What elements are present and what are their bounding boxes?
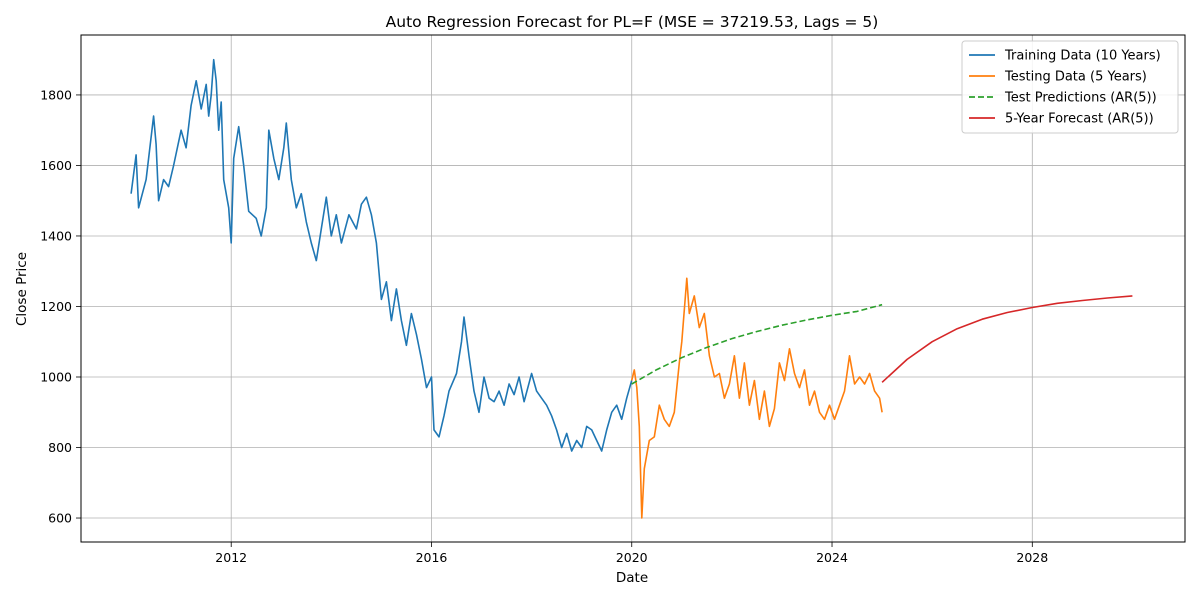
- legend-label-0: Training Data (10 Years): [1004, 49, 1161, 64]
- x-tick-label: 2020: [616, 550, 648, 565]
- legend: Training Data (10 Years) Testing Data (5 …: [961, 40, 1179, 134]
- y-tick-label: 1800: [40, 87, 72, 102]
- legend-box: [961, 40, 1179, 134]
- grid-lines: [81, 35, 1185, 542]
- y-tick-label: 1400: [40, 228, 72, 243]
- x-tick-label: 2028: [1016, 550, 1048, 565]
- series-line-2: [631, 303, 883, 385]
- x-tick-label: 2024: [816, 550, 848, 565]
- y-tick-label: 1200: [40, 299, 72, 314]
- y-tick-label: 800: [48, 440, 72, 455]
- series-line-3: [881, 295, 1133, 383]
- plot-frame: [80, 34, 1186, 543]
- chart-title: Auto Regression Forecast for PL=F (MSE =…: [386, 13, 879, 31]
- legend-label-2: Test Predictions (AR(5)): [1004, 91, 1157, 106]
- legend-label-3: 5-Year Forecast (AR(5)): [1005, 112, 1154, 127]
- y-tick-label: 600: [48, 511, 72, 526]
- y-axis-label: Close Price: [14, 252, 30, 326]
- y-tick-label: 1600: [40, 158, 72, 173]
- series-line-0: [130, 58, 633, 452]
- x-axis-label: Date: [616, 570, 648, 586]
- y-tick-label: 1000: [40, 369, 72, 384]
- series-line-1: [630, 277, 883, 519]
- legend-label-1: Testing Data (5 Years): [1004, 70, 1147, 85]
- x-tick-label: 2016: [416, 550, 448, 565]
- y-axis: 600 800 1000 1200 1400 1600 1800: [40, 87, 81, 526]
- plot-series: [130, 58, 1133, 519]
- x-axis: 2012 2016 2020 2024 2028: [215, 542, 1048, 565]
- x-tick-label: 2012: [215, 550, 247, 565]
